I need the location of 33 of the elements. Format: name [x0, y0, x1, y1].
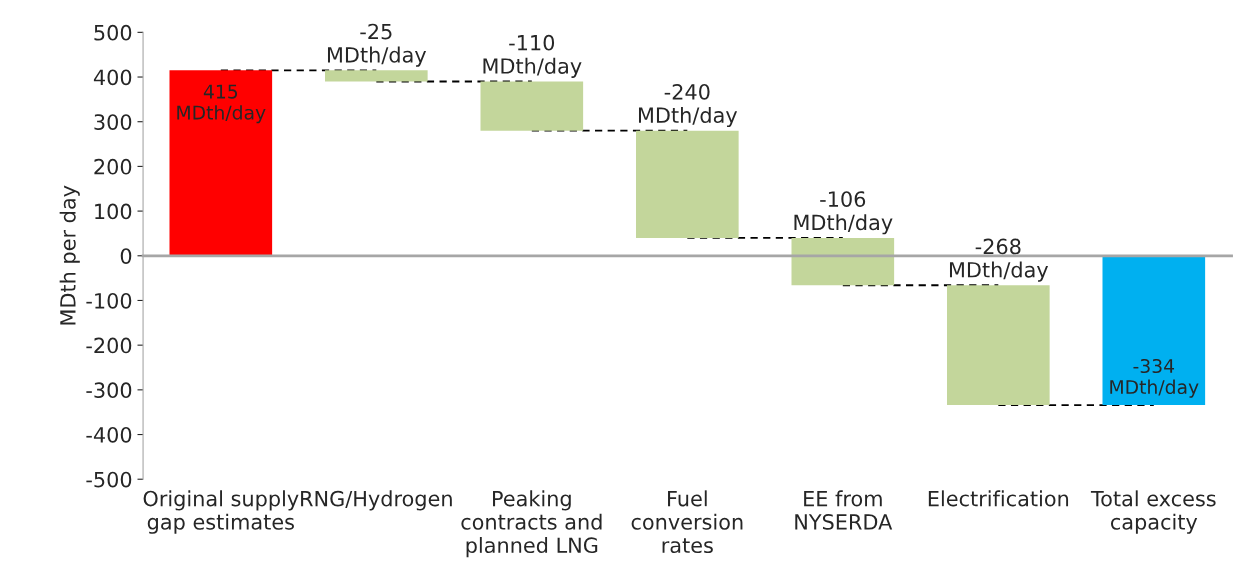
bar: [169, 70, 273, 256]
y-tick-label: 400: [93, 69, 132, 86]
y-tick-label: 300: [94, 114, 132, 130]
data-label: -25 MDth/day: [327, 23, 427, 67]
y-tick-label: -400: [86, 426, 132, 443]
x-tick-label: Peaking contracts and planned LNG: [461, 490, 602, 558]
bar: [791, 237, 895, 286]
y-tick-label: -200: [86, 337, 132, 354]
x-tick-label: RNG/Hydrogen: [301, 490, 452, 511]
bar: [480, 81, 584, 131]
x-tick-label: Electrification: [928, 490, 1069, 507]
y-tick-label: 200: [94, 158, 132, 175]
y-tick-label: -100: [86, 292, 132, 309]
y-axis-title: MDth per day: [59, 185, 80, 325]
data-label: 415 MDth/day: [177, 84, 266, 124]
data-label: -110 MDth/day: [483, 34, 582, 78]
bar: [325, 70, 428, 82]
bar: [1102, 255, 1206, 406]
y-tick-label: -300: [86, 382, 132, 399]
x-tick-label: Original supply gap estimates: [143, 490, 299, 534]
bar: [636, 130, 739, 238]
x-tick-label: EE from NYSERDA: [795, 490, 893, 530]
data-label: -240 MDth/day: [638, 83, 738, 128]
data-label: -268 MDth/day: [949, 238, 1049, 282]
y-tick-label: 100: [95, 203, 132, 220]
y-tick-label: -500: [86, 471, 132, 488]
y-tick-label: 0: [120, 248, 132, 264]
x-tick-label: Total excess capacity: [1090, 490, 1216, 534]
data-label: -106 MDth/day: [794, 191, 893, 235]
data-label: -334 MDth/day: [1110, 358, 1199, 398]
y-tick-label: 500: [94, 24, 132, 41]
bar: [947, 285, 1050, 406]
x-tick-label: Fuel conversion rates: [631, 490, 743, 554]
